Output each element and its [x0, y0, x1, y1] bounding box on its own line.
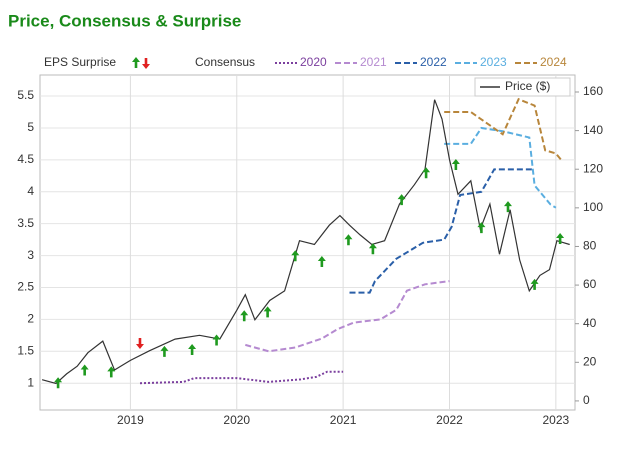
surprise-arrow	[477, 222, 486, 234]
surprise-arrow	[240, 310, 249, 322]
surprise-arrow	[80, 364, 89, 376]
surprise-arrow	[344, 234, 353, 246]
x-tick-label: 2021	[330, 413, 357, 427]
x-tick-label: 2019	[117, 413, 144, 427]
legend-label: 2024	[540, 55, 567, 69]
legend-label: 2022	[420, 55, 447, 69]
legend-arrow	[142, 58, 150, 69]
surprise-arrow	[54, 377, 63, 389]
surprise-arrow	[107, 366, 116, 378]
y2-tick-label: 60	[583, 277, 597, 291]
y-tick-label: 2	[27, 312, 34, 326]
x-tick-label: 2022	[436, 413, 463, 427]
legend-arrow	[132, 57, 140, 68]
surprise-arrow	[212, 334, 221, 346]
surprise-arrow	[422, 167, 431, 179]
series-line	[444, 97, 562, 161]
chart-title: Price, Consensus & Surprise	[8, 11, 241, 30]
surprise-arrow	[160, 345, 169, 357]
surprise-arrow	[188, 344, 197, 356]
x-tick-label: 2020	[223, 413, 250, 427]
surprise-arrow	[451, 158, 460, 170]
y2-tick-label: 40	[583, 316, 597, 330]
legend-label: 2020	[300, 55, 327, 69]
y-tick-label: 1	[27, 375, 34, 389]
y-tick-label: 3.5	[17, 216, 34, 230]
surprise-arrow	[530, 278, 539, 290]
legend-label: 2023	[480, 55, 507, 69]
series-line	[245, 280, 450, 353]
y-tick-label: 3	[27, 248, 34, 262]
y-tick-label: 5.5	[17, 88, 34, 102]
plot-frame	[39, 74, 576, 411]
series-line	[444, 126, 557, 209]
y-tick-label: 4	[27, 184, 34, 198]
y-tick-label: 1.5	[17, 343, 34, 357]
y-tick-label: 2.5	[17, 280, 34, 294]
y2-tick-label: 20	[583, 354, 597, 368]
legend-label: 2021	[360, 55, 387, 69]
y2-tick-label: 140	[583, 123, 603, 137]
series-line	[41, 99, 570, 385]
surprise-arrow	[263, 306, 272, 318]
x-tick-label: 2023	[543, 413, 570, 427]
y-tick-label: 4.5	[17, 152, 34, 166]
series-line	[349, 168, 535, 294]
surprise-arrow	[503, 201, 512, 213]
surprise-arrow	[397, 194, 406, 206]
surprise-legend: EPS Surprise	[44, 55, 116, 69]
surprise-arrow	[556, 232, 565, 244]
y2-tick-label: 160	[583, 84, 603, 98]
series-line	[139, 370, 344, 385]
legend-label: Price ($)	[505, 79, 550, 93]
surprise-arrow	[317, 255, 326, 267]
surprise-arrow	[368, 243, 377, 255]
y2-tick-label: 80	[583, 239, 597, 253]
surprise-arrow	[135, 338, 144, 349]
y2-tick-label: 100	[583, 200, 603, 214]
consensus-legend: Consensus	[195, 55, 255, 69]
y2-tick-label: 120	[583, 161, 603, 175]
legend-box	[474, 77, 571, 97]
y2-tick-label: 0	[583, 393, 590, 407]
y-tick-label: 5	[27, 120, 34, 134]
surprise-arrow	[291, 250, 300, 262]
